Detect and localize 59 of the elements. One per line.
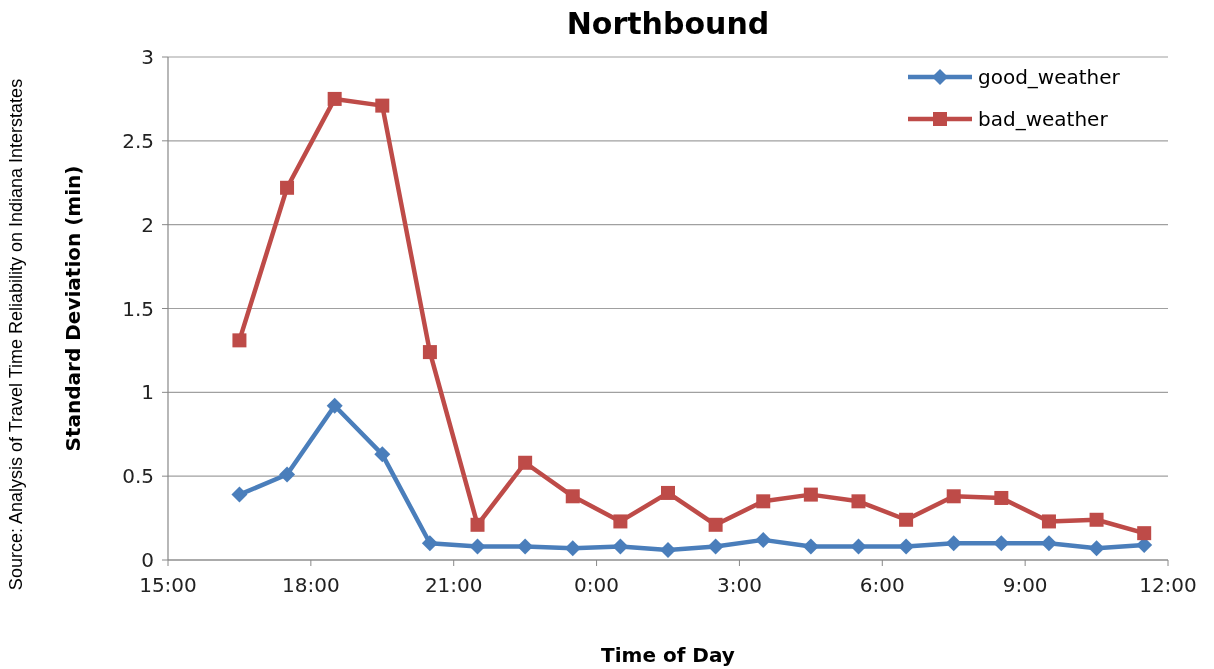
point [1137,526,1152,541]
point [231,486,248,503]
y-tick-label: 2.5 [122,128,154,153]
point [613,514,628,529]
x-tick-label: 0:00 [574,573,620,597]
y-axis-title: Standard Deviation (min) [61,165,85,452]
point [518,455,533,470]
point [707,538,724,555]
x-tick-label: 18:00 [282,573,340,597]
point [945,535,962,552]
point [565,489,580,504]
point [326,397,343,414]
point [374,446,391,463]
point [327,91,342,106]
point [280,180,295,195]
point [517,538,534,555]
y-tick-label: 1.5 [122,296,154,321]
point [564,540,581,557]
point [802,538,819,555]
point [612,538,629,555]
point [993,535,1010,552]
x-tick-label: 6:00 [859,573,905,597]
point [994,490,1009,505]
point [1041,514,1056,529]
point [422,345,437,360]
point [755,531,772,548]
y-tick-label: 3 [141,45,154,69]
point [1088,540,1105,557]
point [899,512,914,527]
x-tick-label: 9:00 [1002,573,1048,597]
point [232,333,247,348]
point [803,487,818,502]
x-tick-label: 3:00 [716,573,762,597]
point [421,535,438,552]
point [708,517,723,532]
legend-label: good_weather [978,65,1121,89]
y-tick-label: 1 [141,380,154,405]
source-note: Source: Analysis of Travel Time Reliability on Indiana Interstates [6,78,26,591]
x-tick-label: 12:00 [1139,573,1197,597]
point [851,494,866,509]
x-axis-title: Time of Day [601,643,735,667]
y-tick-label: 0.5 [122,464,154,489]
point [850,538,867,555]
point [1089,512,1104,527]
point [756,494,771,509]
chart-title: Northbound [566,6,770,41]
point [469,538,486,555]
legend-label: bad_weather [978,107,1109,131]
point [660,541,676,558]
x-tick-label: 15:00 [139,573,197,597]
point [279,466,296,483]
point [470,517,485,532]
y-tick-label: 2 [141,212,154,237]
point [375,98,390,113]
point [898,538,915,555]
point [661,485,675,500]
x-tick-label: 21:00 [424,573,483,597]
y-tick-label: 0 [141,548,154,572]
point [946,489,961,504]
